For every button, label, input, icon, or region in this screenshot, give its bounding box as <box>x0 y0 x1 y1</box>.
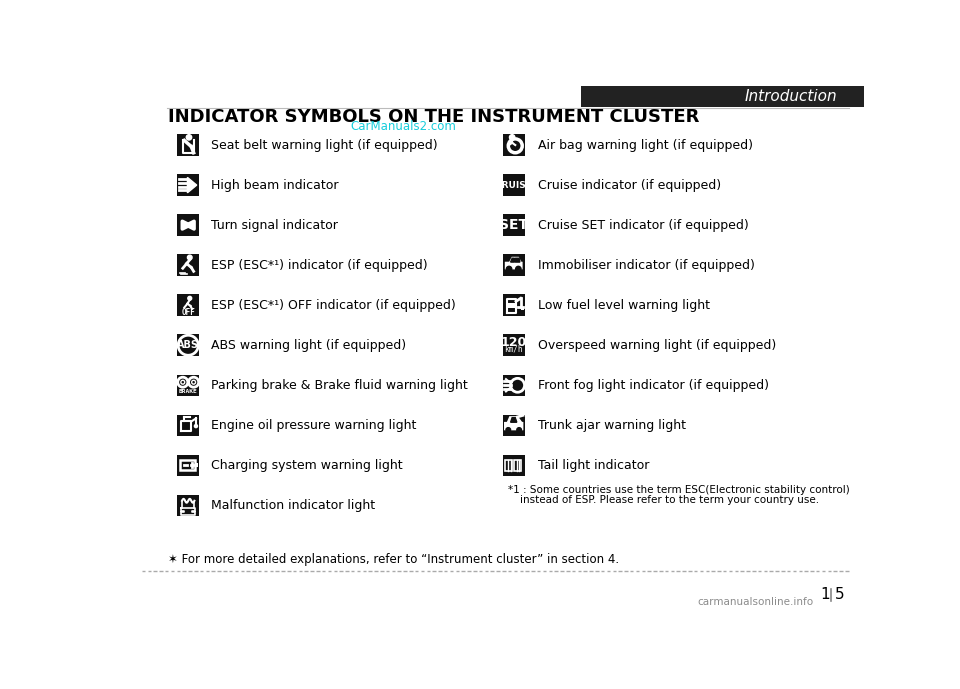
Text: OFF: OFF <box>181 309 195 318</box>
Text: BRAKE: BRAKE <box>179 389 198 394</box>
Text: Cruise SET indicator (if equipped): Cruise SET indicator (if equipped) <box>539 218 749 232</box>
Text: carmanualsonline.info: carmanualsonline.info <box>697 597 813 608</box>
Circle shape <box>506 428 511 432</box>
FancyBboxPatch shape <box>503 294 524 316</box>
Polygon shape <box>508 417 521 422</box>
Text: Low fuel level warning light: Low fuel level warning light <box>539 299 710 311</box>
Text: Front fog light indicator (if equipped): Front fog light indicator (if equipped) <box>539 379 770 392</box>
Text: Air bag warning light (if equipped): Air bag warning light (if equipped) <box>539 138 754 152</box>
FancyBboxPatch shape <box>503 415 524 436</box>
FancyBboxPatch shape <box>178 375 199 396</box>
FancyBboxPatch shape <box>178 294 199 316</box>
FancyBboxPatch shape <box>503 174 524 196</box>
FancyBboxPatch shape <box>503 455 524 476</box>
Circle shape <box>516 267 521 271</box>
Circle shape <box>194 424 198 428</box>
Text: instead of ESP. Please refer to the term your country use.: instead of ESP. Please refer to the term… <box>520 495 819 504</box>
FancyBboxPatch shape <box>178 415 199 436</box>
Text: 120: 120 <box>500 336 527 349</box>
FancyBboxPatch shape <box>178 134 199 156</box>
Text: ✶ For more detailed explanations, refer to “Instrument cluster” in section 4.: ✶ For more detailed explanations, refer … <box>168 553 619 566</box>
FancyBboxPatch shape <box>178 174 199 196</box>
FancyBboxPatch shape <box>503 254 524 276</box>
FancyBboxPatch shape <box>503 334 524 356</box>
Text: Turn signal indicator: Turn signal indicator <box>211 218 338 232</box>
FancyBboxPatch shape <box>503 214 524 236</box>
FancyBboxPatch shape <box>581 85 864 107</box>
FancyBboxPatch shape <box>503 134 524 156</box>
Polygon shape <box>516 258 520 262</box>
FancyBboxPatch shape <box>178 455 199 476</box>
Text: Parking brake & Brake fluid warning light: Parking brake & Brake fluid warning ligh… <box>211 379 468 392</box>
Text: Immobiliser indicator (if equipped): Immobiliser indicator (if equipped) <box>539 258 756 271</box>
Text: ABS: ABS <box>178 340 200 350</box>
Circle shape <box>186 134 192 140</box>
Text: Malfunction indicator light: Malfunction indicator light <box>211 499 375 512</box>
Text: Cruise indicator (if equipped): Cruise indicator (if equipped) <box>539 178 722 192</box>
FancyBboxPatch shape <box>178 495 199 516</box>
Text: Overspeed warning light (if equipped): Overspeed warning light (if equipped) <box>539 339 777 352</box>
Polygon shape <box>187 177 197 193</box>
Circle shape <box>510 134 515 140</box>
FancyBboxPatch shape <box>520 307 524 310</box>
FancyBboxPatch shape <box>178 214 199 236</box>
Text: *1 : Some countries use the term ESC(Electronic stability control): *1 : Some countries use the term ESC(Ele… <box>508 484 850 495</box>
FancyBboxPatch shape <box>503 375 524 396</box>
FancyBboxPatch shape <box>178 254 199 276</box>
Text: ABS warning light (if equipped): ABS warning light (if equipped) <box>211 339 407 352</box>
Circle shape <box>188 296 192 300</box>
FancyBboxPatch shape <box>505 262 522 269</box>
FancyBboxPatch shape <box>195 464 198 467</box>
Text: CRUISE: CRUISE <box>495 181 532 189</box>
Text: Engine oil pressure warning light: Engine oil pressure warning light <box>211 419 417 432</box>
Text: Trunk ajar warning light: Trunk ajar warning light <box>539 419 686 432</box>
FancyBboxPatch shape <box>504 422 523 431</box>
FancyBboxPatch shape <box>508 303 516 308</box>
Text: Introduction: Introduction <box>744 89 837 104</box>
Polygon shape <box>511 258 515 262</box>
Text: 1: 1 <box>820 587 829 602</box>
Text: High beam indicator: High beam indicator <box>211 178 339 192</box>
Text: CarManuals2.com: CarManuals2.com <box>350 120 456 133</box>
Text: Seat belt warning light (if equipped): Seat belt warning light (if equipped) <box>211 138 438 152</box>
Text: INDICATOR SYMBOLS ON THE INSTRUMENT CLUSTER: INDICATOR SYMBOLS ON THE INSTRUMENT CLUS… <box>168 107 700 125</box>
Circle shape <box>187 255 192 260</box>
Polygon shape <box>510 258 520 262</box>
Text: ESP (ESC*¹) indicator (if equipped): ESP (ESC*¹) indicator (if equipped) <box>211 258 428 271</box>
Circle shape <box>516 428 521 432</box>
Text: ESP (ESC*¹) OFF indicator (if equipped): ESP (ESC*¹) OFF indicator (if equipped) <box>211 299 456 311</box>
Text: Charging system warning light: Charging system warning light <box>211 459 403 472</box>
Text: km/h: km/h <box>504 344 523 353</box>
FancyBboxPatch shape <box>178 334 199 356</box>
Text: SET: SET <box>499 218 528 232</box>
Circle shape <box>506 267 512 271</box>
Text: Tail light indicator: Tail light indicator <box>539 459 650 472</box>
Polygon shape <box>511 418 516 422</box>
Text: 5: 5 <box>834 587 844 602</box>
